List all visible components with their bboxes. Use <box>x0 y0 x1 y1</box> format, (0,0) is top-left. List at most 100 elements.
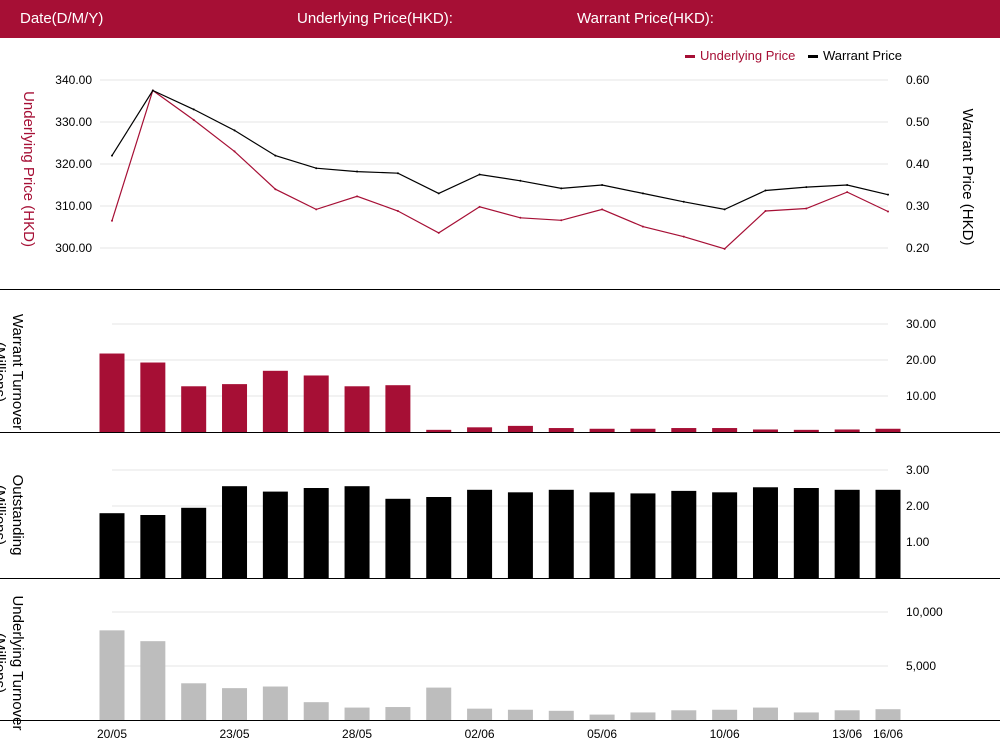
bar-tick-label: 10.00 <box>906 389 936 403</box>
warrant-turnover-bar <box>712 428 738 432</box>
x-tick-label: 16/06 <box>873 727 903 741</box>
warrant-price-point <box>723 208 726 211</box>
warrant-turnover-bar <box>671 428 697 432</box>
underlying-turnover-bar <box>712 709 738 720</box>
underlying-turnover-bar <box>589 714 615 720</box>
bar-tick-label: 1.00 <box>906 535 930 549</box>
right-tick-label: 0.20 <box>906 241 930 255</box>
warrant-price-line <box>111 89 889 211</box>
underlying-turnover-bar <box>222 688 248 720</box>
underlying-turnover-bar <box>181 683 207 720</box>
underlying-price-point <box>641 225 644 228</box>
legend-warrant-label: Warrant Price <box>823 48 902 63</box>
warrant-price-point <box>274 154 277 157</box>
underlying-swatch-icon <box>685 55 695 59</box>
x-tick-label: 02/06 <box>465 727 495 741</box>
underlying-price-point <box>682 235 685 238</box>
outstanding-bar <box>385 498 411 578</box>
outstanding-bar <box>303 488 329 578</box>
underlying-price-point <box>764 210 767 213</box>
underlying-turnover-bar <box>426 687 452 720</box>
underlying-price-point <box>560 219 563 222</box>
warrant-price-point <box>437 192 440 195</box>
bar-tick-label: 2.00 <box>906 499 930 513</box>
underlying-turnover-bar <box>875 709 901 720</box>
bar-tick-label: 5,000 <box>906 659 936 673</box>
warrant-price-point <box>887 193 889 196</box>
outstanding-bar <box>426 497 452 578</box>
warrant-turnover-bar <box>99 353 125 432</box>
underlying-price-label: Underlying Price(HKD): <box>297 10 453 27</box>
warrant-price-point <box>111 154 113 157</box>
warrant-turnover-bar <box>385 385 411 432</box>
underlying-price-line <box>111 89 889 250</box>
underlying-turnover-bar <box>344 707 370 720</box>
left-tick-label: 310.00 <box>55 199 92 213</box>
underlying-price-point <box>111 219 113 222</box>
legend-underlying-label: Underlying Price <box>700 48 796 63</box>
underlying-price-point <box>601 208 604 211</box>
warrant-price-point <box>356 170 359 173</box>
panel-divider <box>0 578 1000 579</box>
warrant-turnover-bar <box>181 386 207 432</box>
left-tick-label: 300.00 <box>55 241 92 255</box>
warrant-price-point <box>519 179 522 182</box>
warrant-price-point <box>478 173 481 176</box>
underlying-turnover-bar <box>303 702 329 720</box>
underlying-turnover-bar <box>140 641 166 720</box>
warrant-price-point <box>233 129 236 132</box>
underlying-price-point <box>274 188 277 191</box>
panel-divider <box>0 720 1000 721</box>
underlying-turnover-bar <box>671 710 697 720</box>
warrant-turnover-bar <box>467 427 493 432</box>
underlying-price-point <box>356 195 359 198</box>
panel-divider <box>0 432 1000 433</box>
right-tick-label: 0.50 <box>906 115 930 129</box>
warrant-turnover-bar <box>222 384 248 432</box>
underlying-price-point <box>437 231 440 234</box>
outstanding-bar <box>548 489 574 578</box>
underlying-price-point <box>846 191 849 194</box>
warrant-price-point <box>846 184 849 186</box>
warrant-price-point <box>682 200 685 203</box>
warrant-turnover-bar <box>589 428 615 432</box>
underlying-turnover-bar <box>548 710 574 720</box>
underlying-turnover-bar <box>262 686 288 720</box>
warrant-price-point <box>192 108 195 111</box>
x-tick-label: 20/05 <box>97 727 127 741</box>
warrant-turnover-bar <box>875 428 901 432</box>
warrant-turnover-bar <box>344 386 370 432</box>
outstanding-bar <box>181 507 207 578</box>
underlying-turnover-bar <box>385 707 411 720</box>
underlying-price-point <box>315 208 318 211</box>
warrant-price-point <box>764 189 767 192</box>
underlying-turnover-bar <box>630 712 656 720</box>
bar-tick-label: 10,000 <box>906 605 943 619</box>
underlying-turnover-bar <box>752 707 778 720</box>
warrant-price-point <box>560 187 563 190</box>
warrant-price-point <box>601 184 604 186</box>
underlying-price-point <box>723 247 726 250</box>
bar-tick-label: 3.00 <box>906 463 930 477</box>
outstanding-bar <box>222 486 248 578</box>
warrant-price-point <box>805 186 808 189</box>
underlying-price-point <box>519 216 522 219</box>
warrant-turnover-bar <box>426 429 452 432</box>
outstanding-bar <box>507 492 533 578</box>
outstanding-bar <box>834 489 860 578</box>
outstanding-bar <box>875 489 901 578</box>
bar-tick-label: 30.00 <box>906 317 936 331</box>
legend-underlying[interactable]: Underlying Price <box>685 48 795 63</box>
left-tick-label: 340.00 <box>55 73 92 87</box>
warrant-price-label: Warrant Price(HKD): <box>577 10 714 27</box>
warrant-turnover-bar <box>752 429 778 432</box>
warrant-turnover-bar <box>834 429 860 432</box>
legend-warrant[interactable]: Warrant Price <box>808 48 902 63</box>
warrant-turnover-bar <box>303 375 329 432</box>
x-tick-label: 23/05 <box>220 727 250 741</box>
underlying-price-point <box>887 210 889 213</box>
outstanding-bar <box>671 490 697 578</box>
right-tick-label: 0.60 <box>906 73 930 87</box>
left-tick-label: 330.00 <box>55 115 92 129</box>
outstanding-bar <box>630 493 656 578</box>
